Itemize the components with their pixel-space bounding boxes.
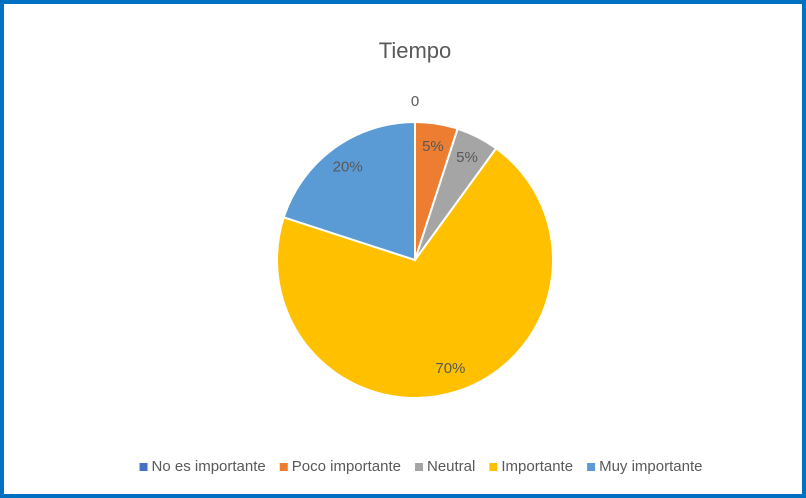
legend-swatch: [279, 463, 288, 471]
data-label: 5%: [422, 138, 444, 155]
legend-label: Poco importante: [292, 458, 401, 475]
data-label: 20%: [333, 158, 363, 175]
legend-swatch: [489, 463, 498, 471]
legend-swatch: [587, 463, 596, 471]
legend-label: Neutral: [427, 458, 475, 475]
legend-swatch: [415, 463, 424, 471]
pie-slice: [276, 146, 554, 399]
legend-label: Muy importante: [599, 458, 702, 475]
legend-label: No es importante: [152, 458, 266, 475]
pie-slice: [282, 120, 416, 262]
data-label: 5%: [456, 149, 478, 166]
chart-title: Tiempo: [379, 38, 452, 63]
data-label: 0: [411, 93, 419, 110]
legend-swatch: [139, 463, 148, 471]
legend-label: Importante: [501, 458, 573, 475]
data-label: 70%: [435, 360, 465, 377]
